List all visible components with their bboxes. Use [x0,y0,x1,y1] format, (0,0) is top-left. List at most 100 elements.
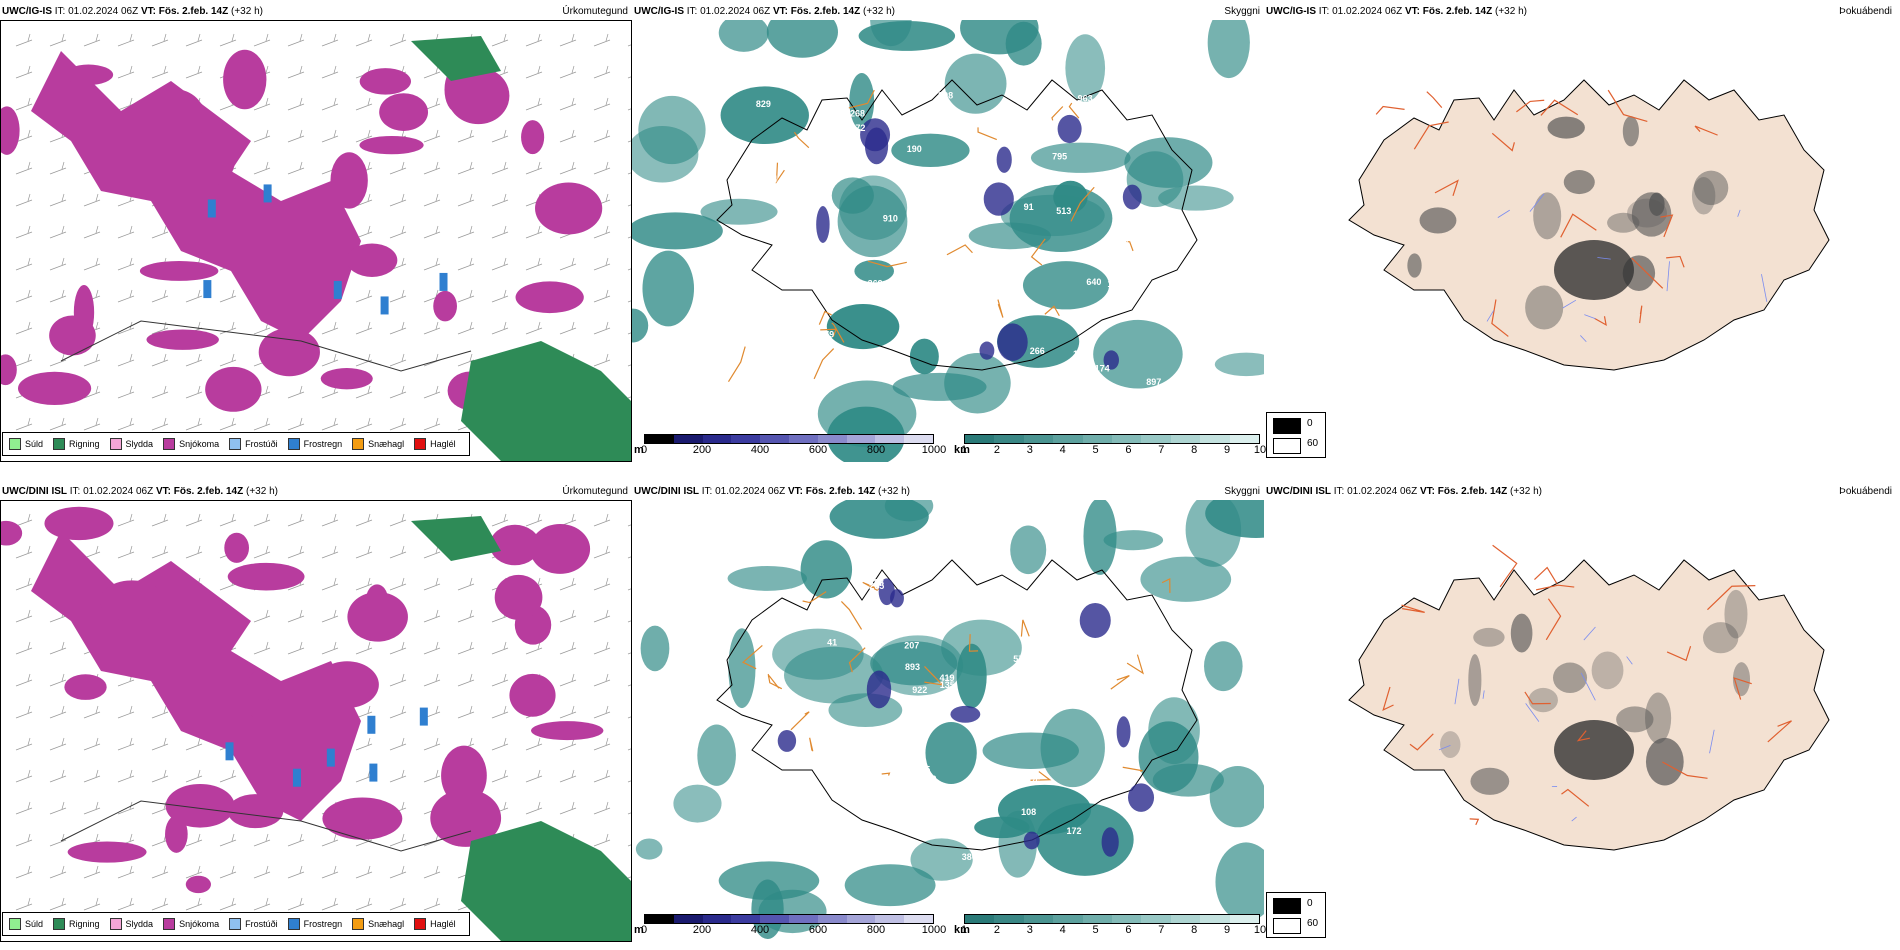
colorbar-tick: 1000 [921,924,947,936]
fog-cell [1468,654,1482,707]
fog-cell [1691,177,1716,215]
snow-cell [359,68,412,95]
low-visibility-cell [642,250,695,327]
snow-cell [146,329,219,350]
cloud-base-label: 981 [1165,303,1180,313]
colorbar-tick: 1000 [921,444,947,456]
cloud-base-label: 412 [1074,685,1089,695]
map-fog [1264,500,1896,942]
legend-label: Slydda [125,439,154,449]
fog-cell [1591,651,1624,690]
road-line [809,737,814,752]
cloud-base-label: 308 [865,856,880,866]
colorbar-bin [817,435,847,443]
road-line [946,244,973,256]
river-line [1482,690,1485,699]
road-line [1733,677,1752,700]
colorbar-bin [1053,435,1083,443]
cloud-base-label: 984 [935,274,950,284]
snow-cell [489,524,540,566]
fog-legend-label: 60 [1307,438,1319,449]
cloud-base-label: 910 [883,213,898,223]
colorbar-bin [1053,915,1083,923]
colorbar-tick: 200 [692,444,712,456]
fog-legend-label: 0 [1307,418,1313,429]
snow-cell [227,794,284,829]
snow-cell [320,368,373,390]
road-line [848,89,875,109]
colorbar-bin [760,915,789,923]
visibility-colorbar: 1 2 3 4 5 6 7 8 9 10 km [954,914,1266,936]
low-cloud-cell [816,206,830,243]
cloud-base-label: 897 [1146,377,1161,387]
cloud-base-label: 740 [772,182,787,192]
low-visibility-cell [635,838,663,860]
low-visibility-cell [1215,842,1264,922]
low-cloud-cell [860,118,891,152]
colorbar-bin [846,915,876,923]
road-line [1413,121,1449,150]
cloud-base-label: 93 [798,243,808,253]
snow-cell [17,371,92,405]
road-line [1020,619,1030,637]
visibility-colorbar: 1 2 3 4 5 6 7 8 9 10 km [954,434,1266,456]
colorbar-tick: 2 [993,924,1000,936]
colorbar-bin [1170,435,1201,443]
low-visibility-cell [909,338,939,375]
colorbar-unit: km [954,444,970,456]
cloud-base-label: 235 [973,212,988,222]
colorbar-bin [1023,435,1054,443]
snow-cell [223,49,267,110]
colorbar-tick: 3 [1026,924,1033,936]
cloud-base-label: 207 [904,641,919,651]
cloud-base-label: 265 [869,581,884,591]
road-line [1576,730,1590,742]
cloud-base-label: 64 [1068,310,1078,320]
colorbar-bin [673,915,703,923]
fog-cell [1525,285,1564,330]
snow-cell [433,290,457,322]
colorbar-bin [846,435,876,443]
cloud-base-label: 419 [939,673,954,683]
low-visibility-cell [1103,530,1164,551]
fog-cell [1533,192,1562,240]
panel-header: UWC/DINI ISL IT: 01.02.2024 06Z VT: Fös.… [2,486,278,497]
fog-cell [1724,589,1748,639]
road-line [840,600,863,630]
snow-cell [205,366,262,412]
low-visibility-cell [632,212,723,250]
cloud-base-label: 208 [938,90,953,100]
river-line [1626,656,1633,665]
road-line [1639,305,1643,324]
low-visibility-cell [944,53,1007,114]
road-line [977,127,997,141]
legend-label: Frostregn [303,439,343,449]
road-line [968,634,979,652]
colorbar-bin [1229,435,1260,443]
road-line [924,666,945,686]
colorbar-bin [788,915,818,923]
freezing-rain-cell [439,272,448,291]
fog-cell [1547,116,1585,139]
fog-cell [1554,240,1634,300]
legend-item: Snæhagl [352,438,404,450]
low-visibility-cell [632,308,649,343]
low-visibility-cell [1214,352,1264,377]
fog-legend-label: 0 [1307,898,1313,909]
snow-cell [529,524,591,574]
snow-cell [509,673,556,717]
panel-header: UWC/DINI ISL IT: 01.02.2024 06Z VT: Fös.… [634,486,910,497]
snow-cell [185,875,211,894]
low-visibility-cell [1030,142,1131,173]
cloud-base-label: 205 [825,781,840,791]
low-visibility-cell [1093,319,1183,389]
snow-cell [139,261,219,281]
iceland-coastline [716,79,1198,371]
colorbar-ramp [964,914,1260,924]
road-line [1122,766,1143,772]
snow-cell [379,93,429,131]
panel-visibility-top: UWC/IG-IS IT: 01.02.2024 06Z VT: Fös. 2.… [632,0,1266,462]
colorbar-bin [965,915,995,923]
low-visibility-cell [892,372,987,401]
colorbar-unit: km [954,924,970,936]
